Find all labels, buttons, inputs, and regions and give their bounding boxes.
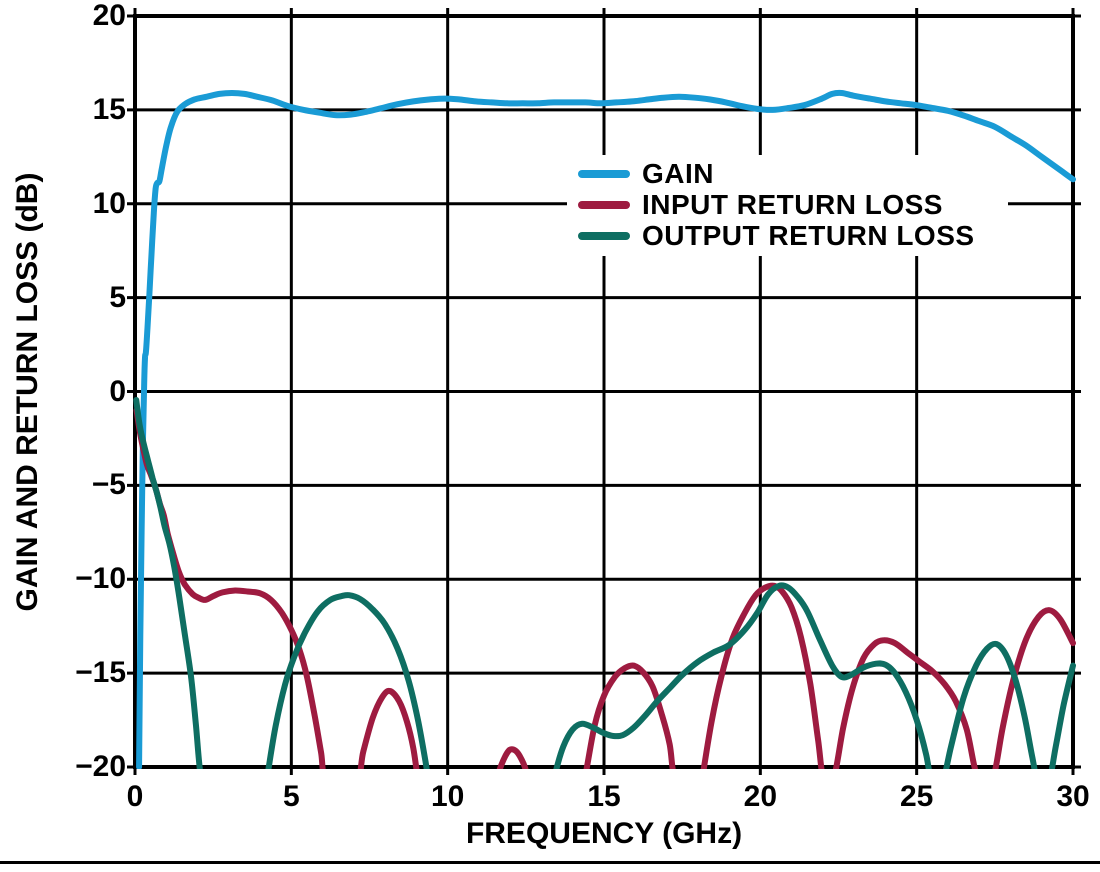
legend-label-gain: GAIN [642,157,714,189]
y-tick-label: −20 [75,750,126,783]
y-tick-label: 0 [109,374,126,408]
x-tick-label: 25 [899,780,934,813]
x-tick-label: 0 [126,780,144,813]
x-tick-label: 10 [430,780,465,813]
y-tick-label: −5 [91,468,126,502]
x-tick-label: 5 [282,780,300,813]
x-tick-label: 15 [587,780,621,813]
y-tick-label: 20 [92,0,126,32]
y-tick-label: −10 [75,562,126,596]
y-tick-label: −15 [75,656,126,690]
y-tick-label: 5 [109,280,126,314]
legend-label-input-return-loss: INPUT RETURN LOSS [642,188,943,220]
series-line-gain [136,89,1076,769]
x-tick-label: 20 [743,780,778,813]
page-divider [0,861,1100,864]
legend-label-output-return-loss: OUTPUT RETURN LOSS [642,219,975,251]
y-axis-title: GAIN AND RETURN LOSS (dB) [11,172,44,612]
x-axis-title: FREQUENCY (GHz) [465,817,743,850]
plot-frame [133,14,1075,769]
gain-line-swatch-icon [578,169,630,178]
output-return-loss-line-swatch-icon [578,231,630,240]
input-return-loss-line-swatch-icon [578,200,630,209]
legend-item-output-return-loss: OUTPUT RETURN LOSS [578,220,1002,251]
y-tick-label: 10 [92,186,126,220]
legend-item-gain: GAIN [578,158,1002,189]
series-line-output-return-loss [133,396,1076,769]
y-tick-label: 15 [92,92,126,126]
legend-item-input-return-loss: INPUT RETURN LOSS [578,189,1002,220]
legend: GAIN INPUT RETURN LOSS OUTPUT RETURN LOS… [567,155,1008,256]
x-tick-label: 30 [1056,780,1090,813]
